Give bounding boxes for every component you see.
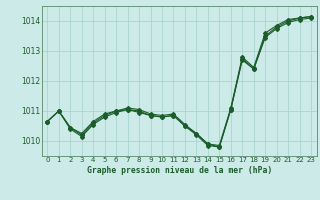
X-axis label: Graphe pression niveau de la mer (hPa): Graphe pression niveau de la mer (hPa) [87,166,272,175]
